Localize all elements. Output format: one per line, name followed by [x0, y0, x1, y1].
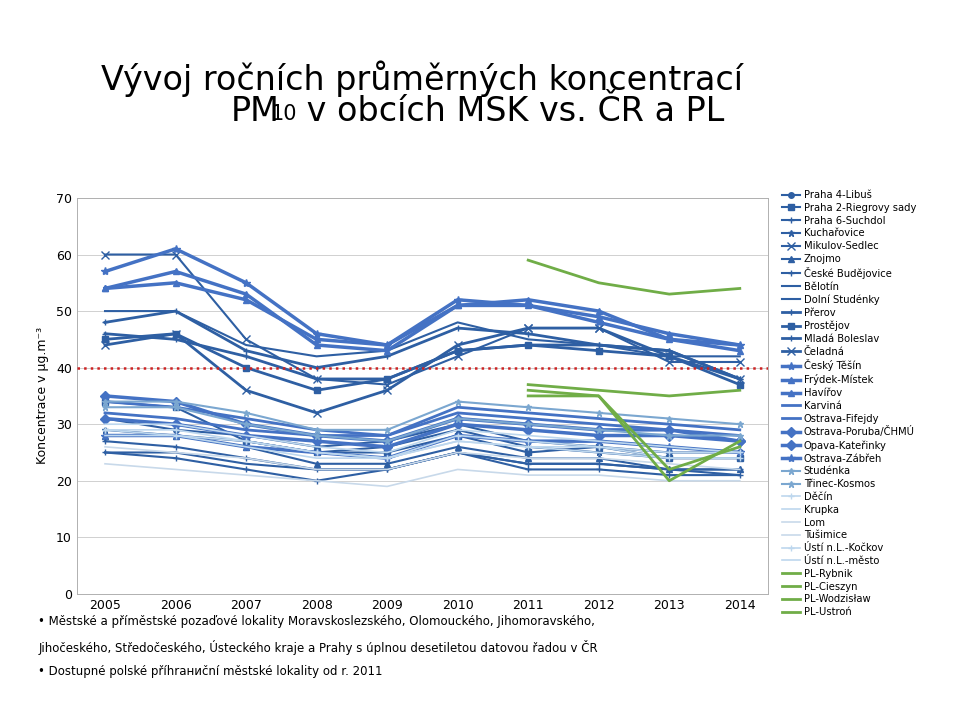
Text: PM: PM: [230, 95, 279, 129]
Y-axis label: Koncentrace v μg.m⁻³: Koncentrace v μg.m⁻³: [36, 327, 49, 464]
Text: Vývoj ročních průměrných koncentrací: Vývoj ročních průměrných koncentrací: [102, 60, 743, 97]
Text: v obcích MSK vs. ČR a PL: v obcích MSK vs. ČR a PL: [296, 95, 724, 129]
Text: 10: 10: [271, 104, 298, 124]
Text: Jihočeského, Středočeského, Ústeckého kraje a Prahy s úplnou desetiletou datovou: Jihočeského, Středočeského, Ústeckého kr…: [38, 640, 598, 655]
Text: • Městské a příměstské pozaďové lokality Moravskoslezského, Olomouckého, Jihomor: • Městské a příměstské pozaďové lokality…: [38, 615, 595, 628]
Text: www.chmi.cz: www.chmi.cz: [829, 18, 931, 32]
Text: • Dostupné polské příhrаниční městské lokality od r. 2011: • Dostupné polské příhrаниční městské lo…: [38, 665, 383, 677]
Legend: Praha 4-Libuš, Praha 2-Riegrovy sady, Praha 6-Suchdol, Kuchařovice, Mikulov-Sedl: Praha 4-Libuš, Praha 2-Riegrovy sady, Pr…: [781, 190, 916, 617]
